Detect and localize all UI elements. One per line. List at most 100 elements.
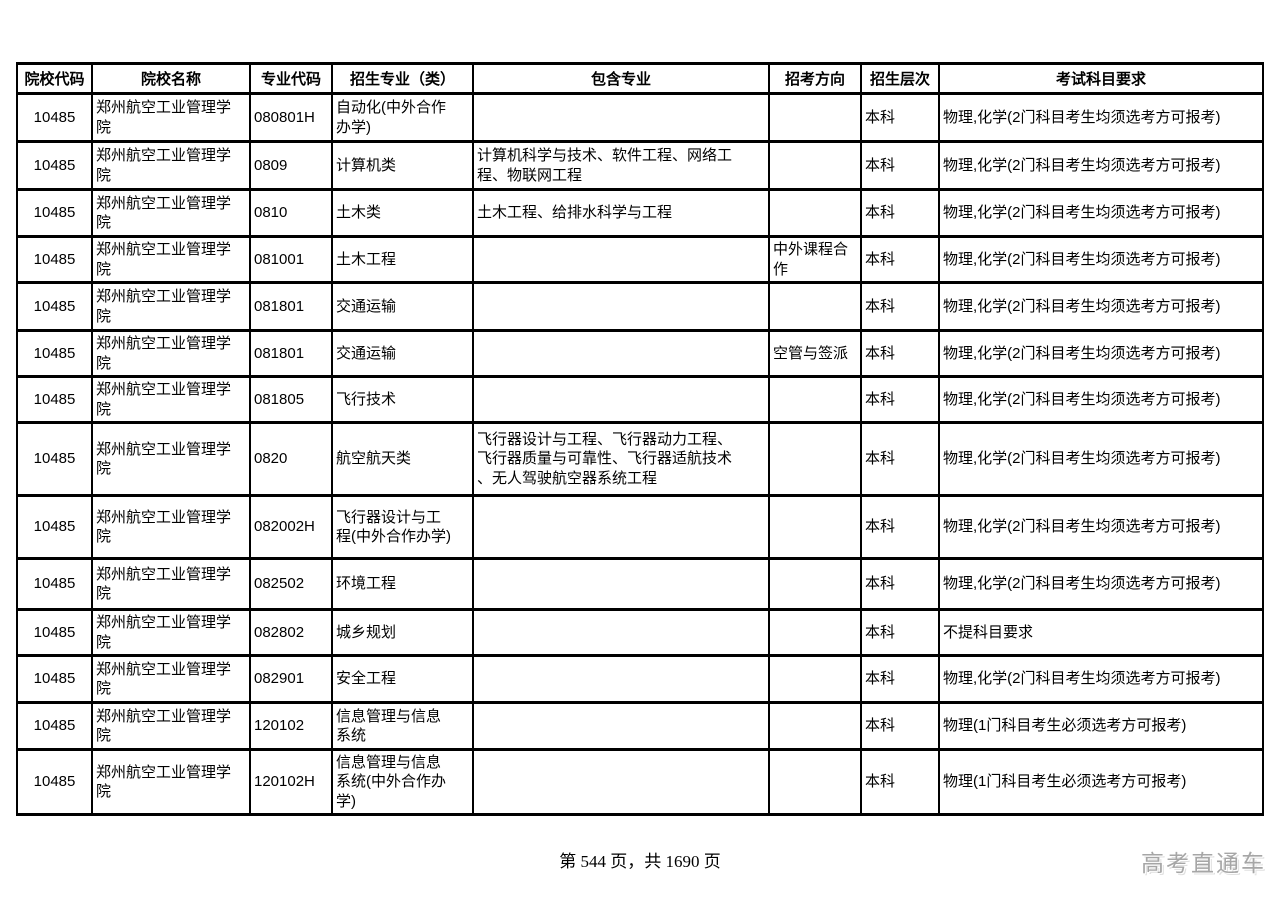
major-cell: 自动化(中外合作 办学) (331, 92, 474, 143)
table-row: 10485 郑州航空工业管理学 院 082901 安全工程 本科 物理,化学(2… (16, 654, 1264, 704)
institution-code-cell: 10485 (16, 608, 93, 657)
major-code-cell: 081805 (249, 375, 333, 424)
table-row: 10485 郑州航空工业管理学 院 120102 信息管理与信息 系统 本科 物… (16, 701, 1264, 751)
direction-cell (768, 748, 862, 816)
header-direction: 招考方向 (768, 62, 862, 95)
major-code-cell: 082901 (249, 654, 333, 704)
institution-code-cell: 10485 (16, 235, 93, 284)
institution-name-cell: 郑州航空工业管理学 院 (91, 188, 251, 238)
direction-cell (768, 375, 862, 424)
major-cell: 航空航天类 (331, 421, 474, 497)
subject-requirements-cell: 物理(1门科目考生必须选考方可报考) (938, 748, 1264, 816)
direction-cell: 空管与签派 (768, 329, 862, 378)
level-cell: 本科 (860, 329, 940, 378)
institution-code-cell: 10485 (16, 421, 93, 497)
institution-code-cell: 10485 (16, 281, 93, 332)
institution-code-cell: 10485 (16, 557, 93, 611)
level-cell: 本科 (860, 748, 940, 816)
institution-name-cell: 郑州航空工业管理学 院 (91, 701, 251, 751)
subject-requirements-cell: 物理,化学(2门科目考生均须选考方可报考) (938, 375, 1264, 424)
header-subject-requirements: 考试科目要求 (938, 62, 1264, 95)
institution-name-cell: 郑州航空工业管理学 院 (91, 494, 251, 560)
major-code-cell: 0809 (249, 140, 333, 191)
included-majors-cell (472, 608, 770, 657)
table-row: 10485 郑州航空工业管理学 院 080801H 自动化(中外合作 办学) 本… (16, 92, 1264, 143)
institution-name-cell: 郑州航空工业管理学 院 (91, 654, 251, 704)
subject-requirements-cell: 物理,化学(2门科目考生均须选考方可报考) (938, 557, 1264, 611)
level-cell: 本科 (860, 654, 940, 704)
direction-cell (768, 140, 862, 191)
institution-name-cell: 郑州航空工业管理学 院 (91, 557, 251, 611)
major-code-cell: 081001 (249, 235, 333, 284)
level-cell: 本科 (860, 701, 940, 751)
level-cell: 本科 (860, 421, 940, 497)
table-row: 10485 郑州航空工业管理学 院 082802 城乡规划 本科 不提科目要求 (16, 608, 1264, 657)
included-majors-cell (472, 557, 770, 611)
major-cell: 信息管理与信息 系统 (331, 701, 474, 751)
major-cell: 信息管理与信息 系统(中外合作办 学) (331, 748, 474, 816)
included-majors-cell (472, 92, 770, 143)
table-row: 10485 郑州航空工业管理学 院 081001 土木工程 中外课程合 作 本科… (16, 235, 1264, 284)
subject-requirements-cell: 物理,化学(2门科目考生均须选考方可报考) (938, 281, 1264, 332)
institution-name-cell: 郑州航空工业管理学 院 (91, 421, 251, 497)
institution-code-cell: 10485 (16, 748, 93, 816)
level-cell: 本科 (860, 375, 940, 424)
institution-name-cell: 郑州航空工业管理学 院 (91, 140, 251, 191)
institution-name-cell: 郑州航空工业管理学 院 (91, 235, 251, 284)
included-majors-cell: 飞行器设计与工程、飞行器动力工程、 飞行器质量与可靠性、飞行器适航技术 、无人驾… (472, 421, 770, 497)
institution-code-cell: 10485 (16, 188, 93, 238)
included-majors-cell (472, 329, 770, 378)
major-code-cell: 082502 (249, 557, 333, 611)
header-major-code: 专业代码 (249, 62, 333, 95)
included-majors-cell: 土木工程、给排水科学与工程 (472, 188, 770, 238)
subject-requirements-cell: 物理,化学(2门科目考生均须选考方可报考) (938, 494, 1264, 560)
level-cell: 本科 (860, 281, 940, 332)
direction-cell (768, 188, 862, 238)
included-majors-cell (472, 281, 770, 332)
major-cell: 土木工程 (331, 235, 474, 284)
direction-cell (768, 92, 862, 143)
level-cell: 本科 (860, 188, 940, 238)
major-cell: 安全工程 (331, 654, 474, 704)
subject-requirements-cell: 不提科目要求 (938, 608, 1264, 657)
direction-cell (768, 494, 862, 560)
major-cell: 计算机类 (331, 140, 474, 191)
included-majors-cell (472, 701, 770, 751)
included-majors-cell (472, 494, 770, 560)
level-cell: 本科 (860, 557, 940, 611)
page-number: 第 544 页，共 1690 页 (559, 852, 721, 871)
institution-name-cell: 郑州航空工业管理学 院 (91, 92, 251, 143)
table-row: 10485 郑州航空工业管理学 院 081801 交通运输 空管与签派 本科 物… (16, 329, 1264, 378)
subject-requirements-cell: 物理,化学(2门科目考生均须选考方可报考) (938, 140, 1264, 191)
header-institution-code: 院校代码 (16, 62, 93, 95)
major-code-cell: 081801 (249, 329, 333, 378)
institution-name-cell: 郑州航空工业管理学 院 (91, 748, 251, 816)
subject-requirements-cell: 物理,化学(2门科目考生均须选考方可报考) (938, 188, 1264, 238)
major-cell: 土木类 (331, 188, 474, 238)
direction-cell (768, 608, 862, 657)
table-row: 10485 郑州航空工业管理学 院 082002H 飞行器设计与工 程(中外合作… (16, 494, 1264, 560)
major-cell: 飞行器设计与工 程(中外合作办学) (331, 494, 474, 560)
major-code-cell: 082802 (249, 608, 333, 657)
included-majors-cell (472, 654, 770, 704)
institution-code-cell: 10485 (16, 375, 93, 424)
major-cell: 城乡规划 (331, 608, 474, 657)
institution-code-cell: 10485 (16, 654, 93, 704)
major-code-cell: 0820 (249, 421, 333, 497)
header-institution-name: 院校名称 (91, 62, 251, 95)
major-code-cell: 082002H (249, 494, 333, 560)
subject-requirements-cell: 物理,化学(2门科目考生均须选考方可报考) (938, 235, 1264, 284)
major-code-cell: 120102 (249, 701, 333, 751)
included-majors-cell: 计算机科学与技术、软件工程、网络工 程、物联网工程 (472, 140, 770, 191)
major-cell: 交通运输 (331, 329, 474, 378)
major-code-cell: 0810 (249, 188, 333, 238)
institution-code-cell: 10485 (16, 329, 93, 378)
institution-name-cell: 郑州航空工业管理学 院 (91, 375, 251, 424)
subject-requirements-cell: 物理,化学(2门科目考生均须选考方可报考) (938, 421, 1264, 497)
level-cell: 本科 (860, 140, 940, 191)
institution-code-cell: 10485 (16, 494, 93, 560)
direction-cell (768, 421, 862, 497)
table-row: 10485 郑州航空工业管理学 院 0810 土木类 土木工程、给排水科学与工程… (16, 188, 1264, 238)
table-row: 10485 郑州航空工业管理学 院 120102H 信息管理与信息 系统(中外合… (16, 748, 1264, 816)
header-included-majors: 包含专业 (472, 62, 770, 95)
